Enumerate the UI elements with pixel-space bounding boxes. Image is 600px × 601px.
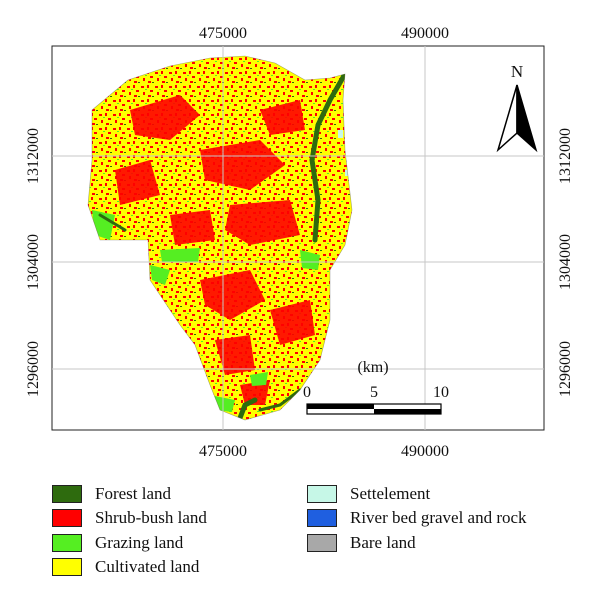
legend-item-river-bed: River bed gravel and rock xyxy=(307,507,527,529)
x-tick-bottom-2: 490000 xyxy=(401,443,449,460)
legend-swatch xyxy=(52,558,82,576)
legend-label: Settelement xyxy=(350,484,431,503)
legend-swatch xyxy=(307,485,337,503)
legend-item-settlement: Settelement xyxy=(307,483,430,505)
legend-swatch xyxy=(52,485,82,503)
legend-label: Cultivated land xyxy=(95,557,200,576)
scale-tick-10: 10 xyxy=(433,384,449,401)
x-tick-top-1: 475000 xyxy=(199,25,247,42)
legend-label: Forest land xyxy=(95,484,172,503)
basin-outline xyxy=(87,55,353,421)
scale-tick-0: 0 xyxy=(303,384,311,401)
y-tick-left-1: 1312000 xyxy=(25,128,42,184)
legend-item-bare-land: Bare land xyxy=(307,532,416,554)
legend-swatch xyxy=(307,509,337,527)
x-tick-top-2: 490000 xyxy=(401,25,449,42)
legend-swatch xyxy=(307,534,337,552)
grid-lines xyxy=(52,46,544,430)
legend-item-grazing-land: Grazing land xyxy=(52,532,183,554)
legend-item-cultivated-land: Cultivated land xyxy=(52,556,199,578)
north-arrow-icon: N xyxy=(496,62,538,153)
legend-label: River bed gravel and rock xyxy=(350,508,527,527)
settlement-spots xyxy=(338,130,349,176)
y-tick-left-3: 1296000 xyxy=(25,341,42,397)
forest-corridors xyxy=(98,71,348,420)
y-tick-left-2: 1304000 xyxy=(25,234,42,290)
scale-unit-label: (km) xyxy=(357,359,388,376)
y-tick-right-1: 1312000 xyxy=(557,128,574,184)
legend-label: Bare land xyxy=(350,533,416,552)
legend-swatch xyxy=(52,509,82,527)
legend-label: Grazing land xyxy=(95,533,184,552)
legend: Forest land Shrub-bush land Grazing land… xyxy=(0,480,600,600)
legend-swatch xyxy=(52,534,82,552)
scale-bar: (km) 0 5 10 xyxy=(303,359,449,415)
legend-item-shrub-bush-land: Shrub-bush land xyxy=(52,507,207,529)
legend-label: Shrub-bush land xyxy=(95,508,207,527)
x-tick-bottom-1: 475000 xyxy=(199,443,247,460)
y-tick-right-2: 1304000 xyxy=(557,234,574,290)
y-tick-right-3: 1296000 xyxy=(557,341,574,397)
scale-tick-5: 5 xyxy=(370,384,378,401)
shrub-bush-zones xyxy=(115,95,315,405)
legend-item-forest-land: Forest land xyxy=(52,483,171,505)
north-label: N xyxy=(511,62,523,81)
